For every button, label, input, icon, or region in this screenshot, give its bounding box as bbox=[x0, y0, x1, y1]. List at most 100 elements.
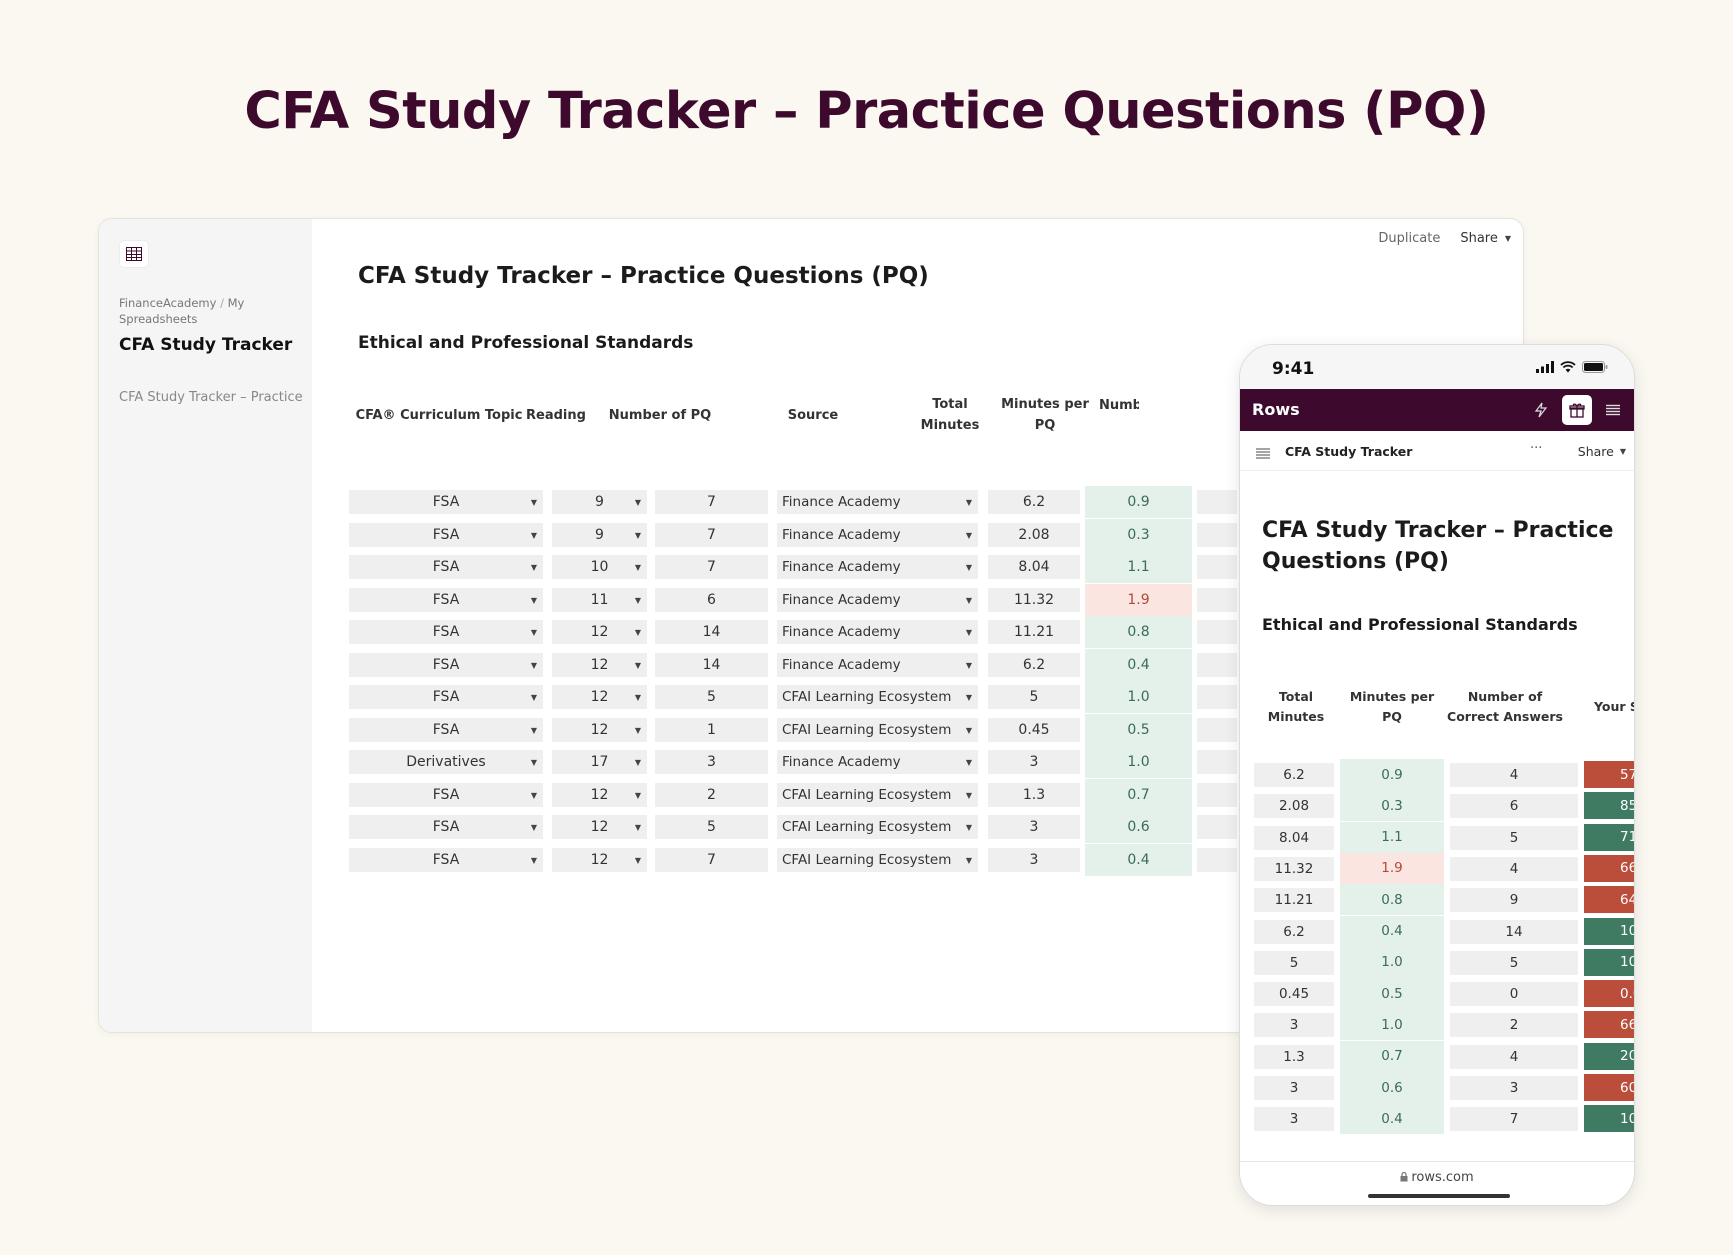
minutes-per-pq-cell[interactable]: 1.0 bbox=[1085, 746, 1192, 778]
table-cell[interactable]: 3 bbox=[1254, 1013, 1334, 1038]
minutes-per-pq-cell[interactable]: 1.9 bbox=[1340, 852, 1444, 884]
minutes-per-pq-cell[interactable]: 0.4 bbox=[1085, 648, 1192, 681]
dropdown-cell[interactable]: FSA ▼ bbox=[349, 815, 543, 839]
table-cell[interactable]: 6 bbox=[1450, 794, 1578, 819]
table-cell[interactable]: 4 bbox=[1450, 763, 1578, 787]
table-cell[interactable] bbox=[1197, 652, 1237, 677]
menu-icon[interactable] bbox=[1598, 395, 1628, 425]
dropdown-cell[interactable]: FSA ▼ bbox=[349, 652, 543, 677]
table-cell[interactable]: 7 bbox=[655, 490, 768, 514]
table-cell[interactable] bbox=[1197, 750, 1237, 774]
table-cell[interactable]: 3 bbox=[988, 815, 1080, 839]
table-cell[interactable]: 5 bbox=[655, 815, 768, 839]
minutes-per-pq-cell[interactable]: 1.0 bbox=[1340, 1009, 1444, 1041]
table-cell[interactable]: 4 bbox=[1450, 856, 1578, 881]
dropdown-cell[interactable]: FSA ▼ bbox=[349, 620, 543, 644]
dropdown-cell[interactable]: FSA ▼ bbox=[349, 522, 543, 547]
dropdown-cell[interactable]: Finance Academy ▼ bbox=[777, 555, 978, 579]
table-cell[interactable]: 6.2 bbox=[1254, 763, 1334, 787]
score-cell[interactable]: 100. bbox=[1584, 917, 1634, 945]
lightning-icon[interactable] bbox=[1526, 395, 1556, 425]
table-cell[interactable]: 3 bbox=[1254, 1076, 1334, 1100]
dropdown-cell[interactable]: FSA ▼ bbox=[349, 782, 543, 807]
table-cell[interactable] bbox=[1197, 522, 1237, 547]
table-cell[interactable] bbox=[1197, 717, 1237, 742]
table-cell[interactable]: 3 bbox=[655, 750, 768, 774]
breadcrumb-item[interactable]: FinanceAcademy bbox=[119, 296, 217, 310]
score-cell[interactable]: 100. bbox=[1584, 948, 1634, 976]
score-cell[interactable]: 64.2 bbox=[1584, 886, 1634, 914]
dropdown-cell[interactable]: Finance Academy ▼ bbox=[777, 620, 978, 644]
table-cell[interactable]: 2 bbox=[1450, 1013, 1578, 1038]
minutes-per-pq-cell[interactable]: 0.7 bbox=[1085, 778, 1192, 811]
table-cell[interactable]: 9 bbox=[1450, 888, 1578, 913]
table-cell[interactable]: 0 bbox=[1450, 982, 1578, 1007]
dropdown-cell[interactable]: 12 ▼ bbox=[552, 685, 647, 709]
table-cell[interactable]: 14 bbox=[655, 652, 768, 677]
gift-icon[interactable] bbox=[1562, 395, 1592, 425]
table-cell[interactable]: 14 bbox=[655, 620, 768, 644]
minutes-per-pq-cell[interactable]: 1.9 bbox=[1085, 583, 1192, 616]
table-cell[interactable]: 6.2 bbox=[988, 652, 1080, 677]
sheet-menu-icon[interactable] bbox=[1256, 444, 1270, 463]
dropdown-cell[interactable]: 12 ▼ bbox=[552, 847, 647, 872]
table-cell[interactable]: 3 bbox=[988, 750, 1080, 774]
column-header[interactable]: Total Minutes bbox=[1267, 689, 1325, 724]
table-cell[interactable]: 6.2 bbox=[1254, 919, 1334, 944]
column-header[interactable]: Your S bbox=[1594, 699, 1635, 714]
table-cell[interactable]: 7 bbox=[655, 555, 768, 579]
minutes-per-pq-cell[interactable]: 1.0 bbox=[1340, 946, 1444, 978]
dropdown-cell[interactable]: 9 ▼ bbox=[552, 522, 647, 547]
minutes-per-pq-cell[interactable]: 0.5 bbox=[1340, 978, 1444, 1010]
table-cell[interactable]: 7 bbox=[655, 847, 768, 872]
minutes-per-pq-cell[interactable]: 1.1 bbox=[1340, 821, 1444, 853]
table-cell[interactable]: 1.3 bbox=[1254, 1044, 1334, 1069]
table-cell[interactable]: 7 bbox=[655, 522, 768, 547]
minutes-per-pq-cell[interactable]: 0.5 bbox=[1085, 713, 1192, 746]
table-cell[interactable] bbox=[1197, 685, 1237, 709]
table-cell[interactable]: 11.32 bbox=[988, 587, 1080, 612]
table-cell[interactable]: 0.45 bbox=[1254, 982, 1334, 1007]
table-cell[interactable]: 6 bbox=[655, 587, 768, 612]
breadcrumb-item[interactable]: My Spreadsheets bbox=[119, 296, 245, 326]
minutes-per-pq-cell[interactable]: 0.4 bbox=[1085, 843, 1192, 876]
table-cell[interactable]: 1.3 bbox=[988, 782, 1080, 807]
dropdown-cell[interactable]: 17 ▼ bbox=[552, 750, 647, 774]
score-cell[interactable]: 71.4 bbox=[1584, 823, 1634, 851]
table-cell[interactable]: 5 bbox=[1254, 950, 1334, 975]
sidebar-item-page[interactable]: CFA Study Tracker – Practice bbox=[119, 390, 303, 405]
table-cell[interactable]: 5 bbox=[1450, 950, 1578, 975]
table-cell[interactable]: 2.08 bbox=[1254, 794, 1334, 819]
column-header[interactable]: Number of Correct Answers bbox=[1447, 689, 1563, 724]
url-bar[interactable]: rows.com bbox=[1240, 1170, 1634, 1185]
column-header[interactable]: Minutes per PQ bbox=[1001, 397, 1089, 433]
column-header[interactable]: Source bbox=[787, 407, 839, 423]
dropdown-cell[interactable]: 11 ▼ bbox=[552, 587, 647, 612]
column-header[interactable]: Numb bbox=[1099, 398, 1139, 413]
table-cell[interactable] bbox=[1197, 490, 1237, 514]
minutes-per-pq-cell[interactable]: 0.4 bbox=[1340, 915, 1444, 947]
share-button[interactable]: Share ▼ bbox=[1460, 231, 1511, 246]
minutes-per-pq-cell[interactable]: 0.8 bbox=[1085, 616, 1192, 648]
dropdown-cell[interactable]: Finance Academy ▼ bbox=[777, 490, 978, 514]
minutes-per-pq-cell[interactable]: 0.3 bbox=[1340, 790, 1444, 822]
table-cell[interactable]: 3 bbox=[988, 847, 1080, 872]
minutes-per-pq-cell[interactable]: 0.3 bbox=[1085, 518, 1192, 551]
table-cell[interactable]: 0.45 bbox=[988, 717, 1080, 742]
dropdown-cell[interactable]: Finance Academy ▼ bbox=[777, 652, 978, 677]
dropdown-cell[interactable]: 10 ▼ bbox=[552, 555, 647, 579]
table-cell[interactable]: 6.2 bbox=[988, 490, 1080, 514]
table-cell[interactable]: 5 bbox=[655, 685, 768, 709]
more-options-button[interactable]: ··· bbox=[1530, 441, 1543, 456]
minutes-per-pq-cell[interactable]: 0.9 bbox=[1340, 759, 1444, 790]
spreadsheet-icon[interactable] bbox=[119, 240, 149, 268]
minutes-per-pq-cell[interactable]: 1.1 bbox=[1085, 551, 1192, 583]
score-cell[interactable]: 66.6 bbox=[1584, 854, 1634, 882]
table-cell[interactable]: 5 bbox=[1450, 825, 1578, 850]
column-header[interactable]: Reading bbox=[526, 407, 586, 423]
column-header[interactable]: Minutes per PQ bbox=[1349, 689, 1435, 724]
dropdown-cell[interactable]: FSA ▼ bbox=[349, 685, 543, 709]
minutes-per-pq-cell[interactable]: 1.0 bbox=[1085, 681, 1192, 713]
dropdown-cell[interactable]: 12 ▼ bbox=[552, 652, 647, 677]
dropdown-cell[interactable]: CFAI Learning Ecosystem ▼ bbox=[777, 847, 978, 872]
